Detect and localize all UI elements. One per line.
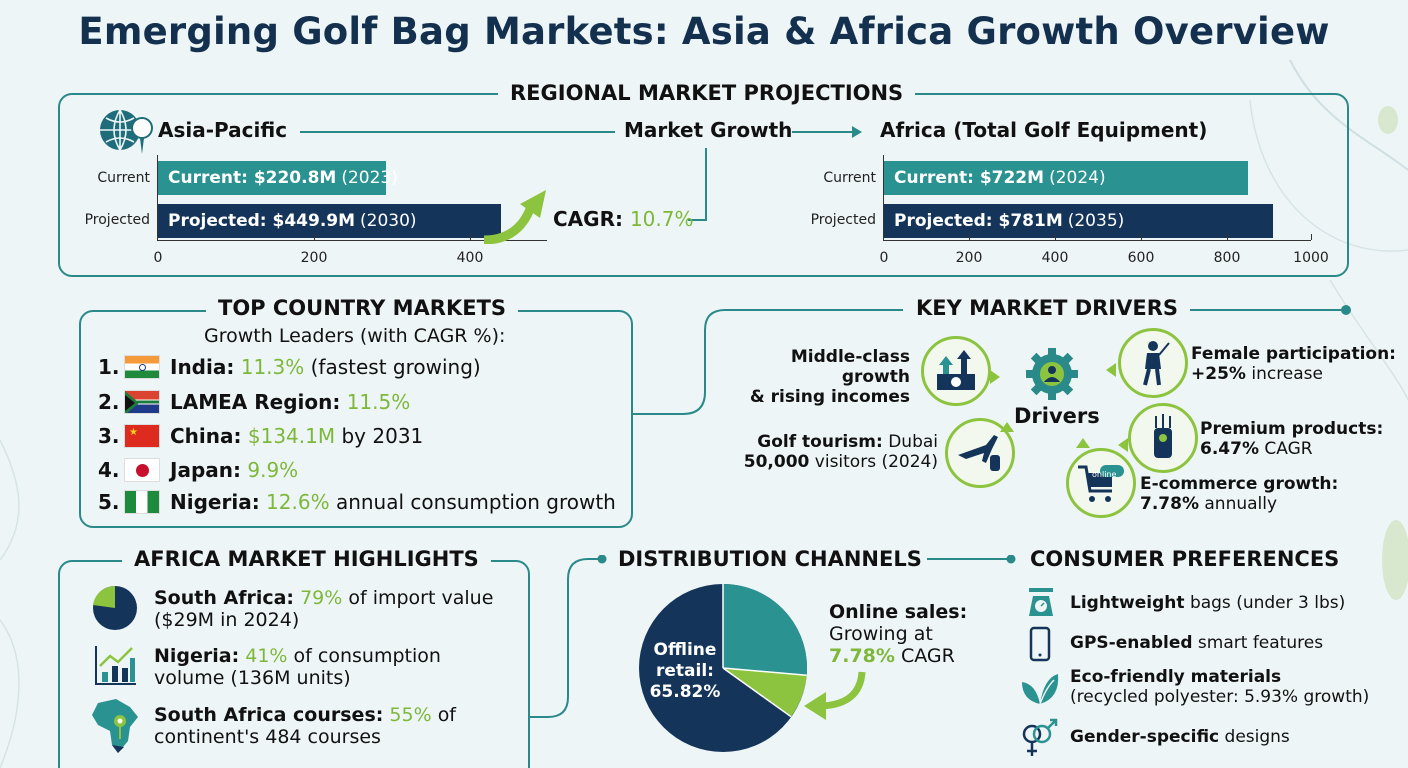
page-title: Emerging Golf Bag Markets: Asia & Africa…: [78, 10, 1330, 53]
regional-projections-heading: REGIONAL MARKET PROJECTIONS: [498, 81, 916, 105]
asia-pacific-label: Asia-Pacific: [158, 118, 288, 142]
distribution-pie-chart: [639, 584, 808, 752]
connector-line: [300, 131, 615, 133]
highlight-south-africa-courses: South Africa courses: 55% of continent's…: [154, 704, 457, 748]
nigeria-flag-icon: [124, 490, 160, 514]
pref-gps: GPS-enabled smart features: [1070, 633, 1324, 653]
asia-projected-bar: Projected: $449.9M (2030): [158, 204, 501, 238]
consumer-preferences-heading: CONSUMER PREFERENCES: [1030, 547, 1340, 571]
online-cart-icon: [1066, 448, 1136, 518]
china-flag-icon: ★: [124, 424, 160, 448]
africa-y-axis: [883, 155, 884, 240]
africa-current-bar: Current: $722M (2024): [884, 161, 1248, 195]
leaf-icon: [1022, 674, 1059, 705]
africa-tick-1000: 1000: [1293, 250, 1329, 266]
africa-x-axis: [883, 240, 1311, 241]
gear-person-icon: [1026, 348, 1078, 400]
country-row-nigeria: 5. Nigeria: 12.6% annual consumption gro…: [98, 490, 616, 514]
asia-tick-400: 400: [456, 250, 484, 266]
tick: [1227, 234, 1228, 240]
offline-retail-label: Offline retail: 65.82%: [649, 640, 721, 702]
africa-tick-0: 0: [879, 250, 889, 266]
tick: [1055, 234, 1056, 240]
connector-line-horizontal: [688, 219, 707, 221]
africa-projected-category: Projected: [810, 212, 876, 228]
driver-tourism-text: Golf tourism: Dubai 50,000 visitors (202…: [743, 432, 938, 472]
asia-projected-category: Projected: [84, 212, 150, 228]
pref-eco-friendly: Eco-friendly materials (recycled polyest…: [1070, 667, 1370, 707]
pointer-icon: [1076, 438, 1090, 448]
africa-tick-800: 800: [1213, 250, 1241, 266]
golf-bag-icon: [1128, 403, 1198, 473]
pointer-icon: [990, 370, 1000, 384]
drivers-center-label: Drivers: [1014, 404, 1100, 428]
connector-highlights-distribution: [530, 555, 1016, 718]
cagr-label: CAGR: 10.7%: [553, 207, 694, 231]
plane-golf-bag-icon: [945, 418, 1015, 488]
connector-countries-drivers: [633, 305, 1351, 415]
africa-highlights-heading: AFRICA MARKET HIGHLIGHTS: [122, 547, 491, 571]
asia-tick-200: 200: [300, 250, 328, 266]
key-market-drivers-heading: KEY MARKET DRIVERS: [904, 296, 1191, 320]
asia-y-axis: [157, 155, 158, 240]
africa-map-pin-icon: [92, 699, 138, 753]
country-row-india: 1. India: 11.3% (fastest growing): [98, 355, 481, 379]
growth-arrow-icon: [483, 190, 546, 244]
highlight-south-africa-import: South Africa: 79% of import value ($29M …: [154, 587, 494, 631]
africa-current-category: Current: [823, 170, 876, 186]
country-row-lamea: 2. LAMEA Region: 11.5%: [98, 390, 411, 414]
countries-subheading: Growth Leaders (with CAGR %):: [204, 325, 506, 347]
india-flag-icon: [124, 355, 160, 379]
africa-tick-200: 200: [955, 250, 983, 266]
tick: [470, 234, 471, 240]
tick: [969, 234, 970, 240]
driver-female-text: Female participation: +25% increase: [1191, 344, 1396, 384]
pie-chart-icon: [93, 585, 137, 630]
asia-current-bar: Current: $220.8M (2023): [158, 161, 398, 195]
top-country-markets-heading: TOP COUNTRY MARKETS: [206, 296, 519, 320]
japan-flag-icon: [124, 458, 160, 482]
pref-gender-specific: Gender-specific designs: [1070, 727, 1290, 747]
asia-current-category: Current: [97, 170, 150, 186]
smartphone-icon: [1029, 626, 1051, 662]
tick: [1141, 234, 1142, 240]
online-badge: online: [1092, 470, 1117, 479]
arrow-head-icon: [852, 126, 862, 138]
africa-tick-400: 400: [1041, 250, 1069, 266]
driver-middle-class-text: Middle-class growth & rising incomes: [749, 347, 910, 407]
africa-projected-bar: Projected: $781M (2035): [884, 204, 1273, 238]
tick: [1311, 234, 1312, 240]
pref-lightweight: Lightweight bags (under 3 lbs): [1070, 593, 1346, 613]
driver-premium-text: Premium products: 6.47% CAGR: [1200, 419, 1384, 459]
connector-arrow: [792, 131, 854, 133]
asia-x-axis: [157, 240, 547, 241]
country-row-china: 3. ★ China: $134.1M by 2031: [98, 424, 424, 448]
south-africa-flag-icon: [124, 390, 160, 414]
female-golfer-icon: [1118, 328, 1188, 398]
country-row-japan: 4. Japan: 9.9%: [98, 458, 299, 482]
tick: [314, 234, 315, 240]
driver-ecommerce-text: E-commerce growth: 7.78% annually: [1140, 474, 1339, 514]
online-sales-annotation: Online sales: Growing at 7.78% CAGR: [829, 601, 968, 667]
money-growth-icon: [921, 336, 991, 406]
market-growth-label: Market Growth: [624, 118, 793, 142]
distribution-channels-heading: DISTRIBUTION CHANNELS: [618, 547, 922, 571]
scale-icon: [1029, 588, 1053, 616]
bar-chart-growth-icon: [95, 646, 136, 685]
africa-label: Africa (Total Golf Equipment): [880, 118, 1208, 142]
connector-line-vertical: [705, 148, 707, 220]
asia-tick-0: 0: [153, 250, 163, 266]
pointer-icon: [1118, 438, 1128, 452]
africa-tick-600: 600: [1127, 250, 1155, 266]
highlight-nigeria-consumption: Nigeria: 41% of consumption volume (136M…: [154, 645, 441, 689]
globe-golf-ball-icon: [100, 109, 153, 154]
pointer-icon: [1000, 422, 1014, 432]
gender-icon: [1022, 718, 1058, 756]
pointer-icon: [1106, 363, 1116, 377]
curved-arrow-icon: [804, 671, 866, 720]
